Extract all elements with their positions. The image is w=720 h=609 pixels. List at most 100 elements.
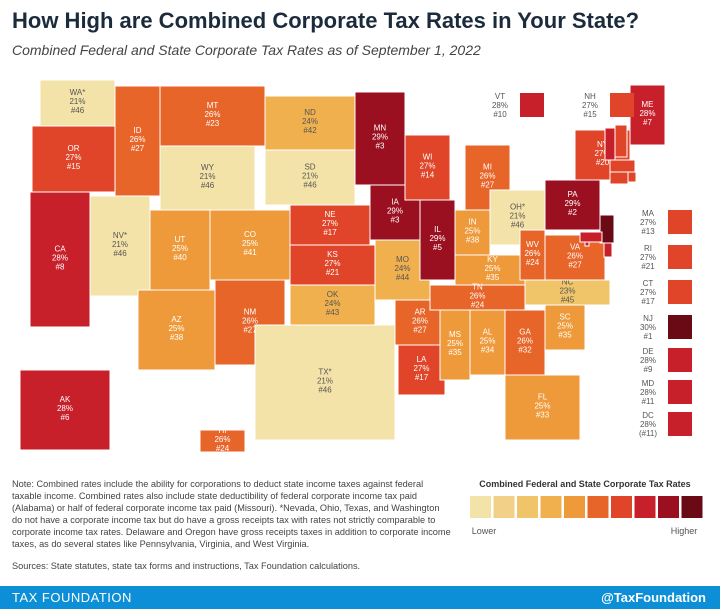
state-shape: [609, 159, 636, 173]
state-abbr: KS: [327, 250, 338, 259]
state-shape: [609, 171, 629, 185]
state-rate: 27%: [640, 253, 656, 262]
note: Note: Combined rates include the ability…: [12, 479, 451, 549]
state-rate: 25%: [464, 227, 480, 236]
state-rank: #17: [415, 373, 429, 382]
state-rank: #17: [641, 297, 655, 306]
state-rate: 26%: [479, 172, 495, 181]
legend-swatch: [540, 496, 562, 518]
state-abbr: MI: [483, 163, 492, 172]
state-shape: [469, 309, 506, 376]
state-abbr: DC: [642, 411, 654, 420]
state-shape: [354, 91, 406, 186]
state-abbr: AL: [483, 328, 493, 337]
callout-swatch: [610, 93, 634, 117]
state-rate: 26%: [469, 292, 485, 301]
state-rate: 27%: [419, 162, 435, 171]
state-rank: #24: [216, 444, 230, 453]
state-shape: [149, 209, 211, 291]
state-rank: #6: [61, 413, 70, 422]
state-rate: 21%: [112, 240, 128, 249]
state-shape: [544, 304, 586, 351]
legend-swatch: [658, 496, 679, 518]
state-rank: #5: [433, 243, 442, 252]
state-rank: #3: [376, 142, 385, 151]
legend-swatch: [493, 496, 515, 518]
state-shape: [603, 242, 613, 258]
state-rate: 28%: [640, 388, 656, 397]
state-abbr: CA: [54, 245, 66, 254]
state-abbr: UT: [175, 235, 186, 244]
state-shape: [159, 85, 266, 147]
state-abbr: FL: [538, 393, 548, 402]
state-abbr: ME: [642, 100, 654, 109]
state-abbr: IA: [391, 198, 399, 207]
state-rank: #11: [642, 397, 655, 406]
state-shape: [89, 195, 151, 297]
callout-swatch: [668, 348, 692, 372]
state-rate: 26%: [214, 435, 230, 444]
state-abbr: VA: [570, 243, 581, 252]
state-rate: 26%: [129, 135, 145, 144]
callout-swatch: [668, 210, 692, 234]
state-shape: [264, 149, 356, 206]
state-rank: #46: [113, 249, 127, 258]
state-abbr: HI: [219, 426, 227, 435]
state-shape: [579, 231, 603, 243]
state-shape: [289, 284, 376, 326]
state-shape: [454, 254, 531, 286]
state-abbr: AK: [60, 395, 71, 404]
state-rank: #44: [396, 273, 410, 282]
state-shape: [199, 429, 246, 453]
state-rate: 25%: [484, 264, 500, 273]
state-rank: #3: [391, 216, 400, 225]
legend-high: Higher: [671, 526, 698, 536]
state-shape: [404, 134, 451, 201]
state-abbr: GA: [519, 328, 531, 337]
state-abbr: NC: [562, 278, 574, 287]
state-rank: #46: [303, 181, 317, 190]
state-abbr: WY: [201, 163, 215, 172]
state-shape: [19, 369, 111, 451]
state-shape: [39, 79, 116, 127]
state-rate: 21%: [317, 377, 333, 386]
state-abbr: WA*: [70, 88, 86, 97]
state-rank: #27: [413, 326, 427, 335]
title: How High are Combined Corporate Tax Rate…: [12, 8, 640, 33]
state-abbr: KY: [487, 255, 498, 264]
state-abbr: MT: [207, 101, 219, 110]
state-rate: 24%: [324, 299, 340, 308]
state-rate: 28%: [52, 254, 68, 263]
state-abbr: NY: [597, 140, 609, 149]
state-rank: #10: [493, 110, 507, 119]
state-shape: [137, 289, 216, 371]
state-rank: #43: [326, 308, 340, 317]
legend-title: Combined Federal and State Corporate Tax…: [479, 479, 690, 489]
state-abbr: ND: [304, 108, 316, 117]
map: WA*21%#46OR27%#15CA28%#8ID26%#27NV*21%#4…: [19, 79, 703, 536]
state-shape: [519, 229, 546, 281]
state-rank: #1: [644, 332, 653, 341]
state-abbr: ID: [134, 126, 142, 135]
legend-swatch: [681, 496, 703, 518]
state-rate: 27%: [640, 218, 656, 227]
state-shape: [584, 241, 590, 247]
state-rank: #40: [173, 253, 187, 262]
state-abbr: PA: [567, 190, 578, 199]
state-abbr: MO: [396, 255, 409, 264]
state-rate: 27%: [324, 259, 340, 268]
state-rank: #17: [323, 228, 337, 237]
state-abbr: AR: [414, 308, 425, 317]
state-rank: #32: [518, 346, 532, 355]
state-rate: 24%: [394, 264, 410, 273]
state-rate: 29%: [564, 199, 580, 208]
state-rate: 29%: [429, 234, 445, 243]
state-rank: #34: [481, 346, 495, 355]
state-rate: 28%: [57, 404, 73, 413]
state-rank: #24: [471, 301, 485, 310]
state-rate: 25%: [447, 339, 463, 348]
callout-swatch: [668, 280, 692, 304]
state-abbr: WV: [526, 240, 540, 249]
state-rank: (#11): [639, 429, 657, 438]
